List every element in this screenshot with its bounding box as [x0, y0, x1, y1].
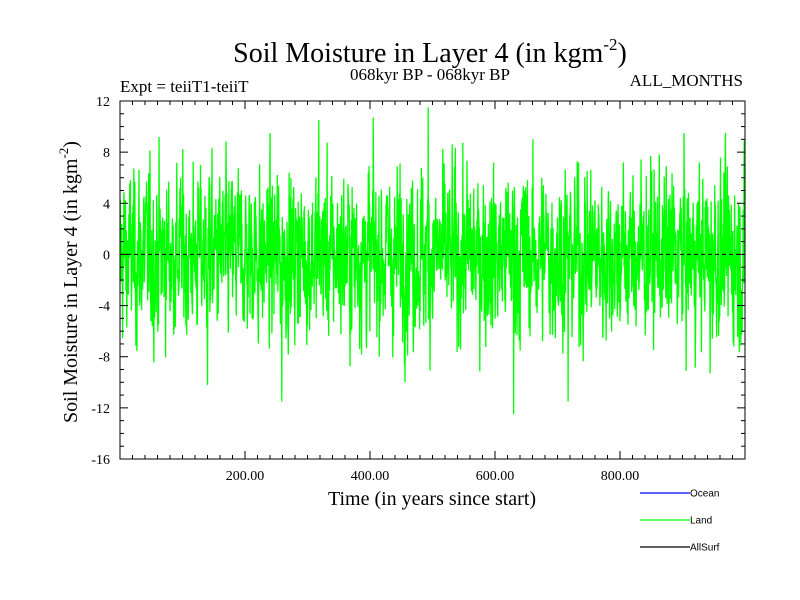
subtitle-center: 068kyr BP - 068kyr BP [350, 65, 510, 84]
subtitle-left: Expt = teiiT1-teiiT [120, 77, 249, 96]
y-tick-label: -4 [98, 300, 110, 315]
legend-label-allsurf: AllSurf [690, 543, 720, 554]
land-series-line [120, 107, 745, 415]
chart-title: Soil Moisture in Layer 4 (in kgm-2) [233, 35, 627, 69]
x-axis-label: Time (in years since start) [328, 488, 536, 510]
y-tick-label: 12 [96, 95, 110, 110]
x-tick-label: 800.00 [601, 469, 640, 484]
legend-label-land: Land [690, 516, 712, 527]
y-tick-label: 0 [103, 248, 110, 263]
y-tick-label: -16 [91, 453, 110, 468]
y-tick-label: 8 [103, 146, 110, 161]
y-tick-label: 4 [103, 197, 110, 212]
x-tick-label: 400.00 [351, 469, 390, 484]
y-axis-label: Soil Moisture in Layer 4 (in kgm-2) [56, 141, 82, 423]
x-tick-label: 200.00 [226, 469, 265, 484]
x-tick-label: 600.00 [476, 469, 515, 484]
legend-label-ocean: Ocean [690, 489, 719, 500]
legend: Ocean Land AllSurf [640, 489, 720, 554]
y-tick-label: -12 [91, 402, 110, 417]
y-tick-label: -8 [98, 351, 110, 366]
subtitle-right: ALL_MONTHS [630, 71, 743, 90]
plot-area: -16 -12 -8 -4 0 4 8 12 200.00 400.00 600.00 800.00 [91, 95, 746, 484]
